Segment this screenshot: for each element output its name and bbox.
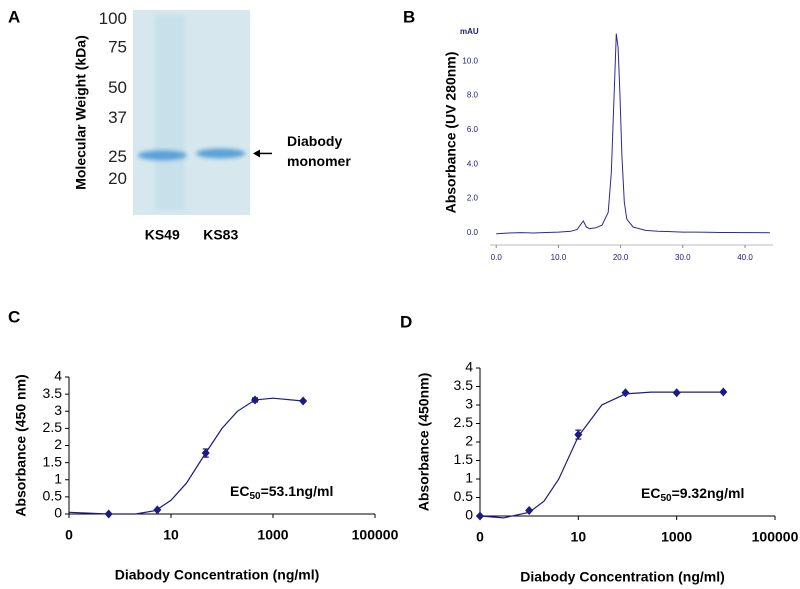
y-tick-label: 75 [108,38,127,57]
y-tick-label: 10.0 [462,56,478,65]
arrow-head [253,149,260,158]
y-tick-label: 2.0 [467,194,479,203]
y-axis-label: Molecular Weight (kDa) [73,35,89,190]
y-tick-label: 0.5 [454,488,474,504]
gel-smear [155,15,185,210]
trace [496,33,770,235]
point [153,505,162,515]
y-tick-label: 1.5 [454,451,474,467]
y-axis-label: Absorbance (UV 280nm) [443,52,459,214]
x-tick-label: 10 [571,529,587,545]
y-tick-label: 8.0 [467,91,479,100]
y-tick-label: 25 [108,147,127,166]
y-tick-label: 2 [54,436,62,452]
x-tick-label: 1000 [257,527,288,543]
y-tick-label: 6.0 [467,125,479,134]
annotation-suffix: =9.32ng/ml [672,485,745,501]
point [672,388,681,398]
annotation-prefix: EC [641,485,660,501]
y-tick-label: 4 [54,368,62,384]
annotation-subscript: 50 [249,491,261,502]
annotation: monomer [287,153,351,169]
y-tick-label: 2 [465,433,473,449]
x-tick-label: 10.0 [551,253,567,262]
x-tick-label: 0.0 [491,253,503,262]
point [251,395,260,405]
y-tick-label: 4 [465,359,473,375]
y-tick-label: 1 [54,470,62,486]
y-tick-label: 3.5 [454,377,474,393]
x-tick-label: 10 [163,527,179,543]
panel-label: C [8,307,20,326]
x-axis-label: Diabody Concentration (ng/ml) [520,569,725,585]
panel-label: A [8,7,20,26]
y-tick-label: 4.0 [467,159,479,168]
annotation-prefix: EC [230,483,249,499]
y-tick-label: 2.5 [43,419,63,435]
point [719,387,728,397]
y-tick-label: 100 [99,9,127,28]
point [299,396,308,406]
y-tick-label: 1 [465,470,473,486]
y-tick-label: 0 [465,507,473,523]
point [621,388,630,398]
y-tick-label: 0 [54,505,62,521]
x-tick-label: 0 [476,529,484,545]
y-tick-label: 1.5 [43,453,63,469]
y-tick-label: 2.5 [454,414,474,430]
point [201,448,210,458]
annotation: EC50=53.1ng/ml [230,483,333,502]
lane-label: KS49 [145,227,180,243]
y-unit: mAU [460,27,479,36]
y-tick-label: 3 [54,402,62,418]
panel-label: B [403,7,415,26]
y-tick-label: 37 [108,108,127,127]
x-tick-label: 30.0 [675,253,691,262]
y-tick-label: 50 [108,78,127,97]
y-axis-label: Absorbance (450nm) [416,373,432,511]
y-tick-label: 0.5 [43,488,63,504]
y-tick-label: 20 [108,169,127,188]
x-tick-label: 40.0 [737,253,753,262]
point [574,430,583,440]
y-tick-label: 0.0 [467,228,479,237]
y-tick-label: 3.5 [43,385,63,401]
band [196,148,246,159]
x-tick-label: 100000 [352,527,399,543]
annotation: EC50=9.32ng/ml [641,485,744,504]
annotation-subscript: 50 [660,493,672,504]
x-axis-label: Diabody Concentration (ng/ml) [115,567,320,583]
y-axis-label: Absorbance (450 nm) [13,374,29,516]
point [525,505,534,515]
annotation: Diabody [287,133,342,149]
x-tick-label: 0 [65,527,73,543]
x-tick-label: 100000 [752,529,799,545]
band [137,150,187,161]
panel-label: D [400,312,412,331]
lane-label: KS83 [203,227,238,243]
gel [133,10,250,215]
annotation-suffix: =53.1ng/ml [261,483,334,499]
point [476,511,484,521]
y-tick-label: 3 [465,396,473,412]
x-tick-label: 1000 [661,529,692,545]
x-tick-label: 20.0 [613,253,629,262]
point [104,509,113,519]
